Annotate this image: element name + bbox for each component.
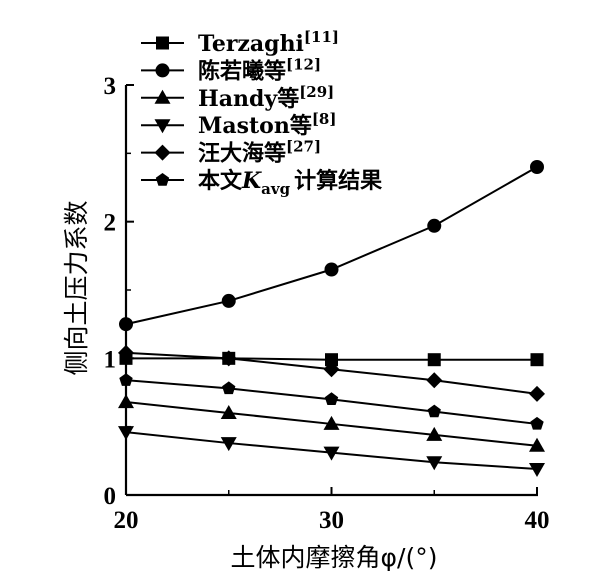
data-point	[426, 456, 443, 471]
legend-label: 汪大海等[27]	[198, 138, 321, 167]
series-3	[118, 394, 545, 452]
data-point	[530, 160, 544, 174]
series-6	[119, 373, 544, 430]
data-point	[221, 293, 236, 308]
series-2	[119, 160, 544, 332]
data-point	[426, 372, 443, 389]
data-point	[220, 350, 237, 367]
data-point	[323, 361, 340, 378]
data-point	[530, 353, 544, 367]
legend-entry: 陈若曦等[12]	[141, 55, 321, 84]
legend: Terzaghi[11]陈若曦等[12]Handy等[29]Maston等[8]…	[141, 28, 382, 198]
legend-marker	[154, 144, 171, 161]
legend-label: Terzaghi[11]	[198, 28, 339, 57]
data-point	[324, 392, 339, 405]
series-5	[118, 344, 545, 402]
data-point	[220, 405, 237, 419]
legend-marker	[156, 36, 169, 50]
data-point	[118, 344, 134, 361]
series-4	[118, 426, 545, 478]
data-point	[325, 353, 338, 367]
legend-entry: 汪大海等[27]	[141, 138, 321, 167]
legend-label: 陈若曦等[12]	[198, 55, 321, 84]
legend-marker	[154, 89, 171, 104]
x-tick-label: 30	[319, 507, 344, 534]
y-tick-label: 2	[104, 210, 117, 237]
y-axis-label: 侧向土压力系数	[62, 200, 91, 375]
data-point	[119, 373, 133, 386]
data-point	[324, 262, 339, 277]
data-point	[427, 218, 442, 233]
legend-entry: Terzaghi[11]	[141, 28, 339, 57]
data-point	[426, 426, 443, 441]
legend-label: Handy等[29]	[198, 83, 334, 112]
legend-marker	[155, 63, 170, 78]
x-tick-label: 20	[114, 507, 139, 534]
legend-marker	[154, 119, 171, 134]
data-point	[427, 404, 441, 418]
data-point	[529, 437, 545, 452]
plot-area	[118, 160, 545, 478]
data-point	[529, 385, 545, 402]
data-point	[427, 353, 441, 367]
data-point	[529, 463, 545, 478]
data-point	[323, 446, 340, 461]
x-axis-label: 土体内摩擦角φ/(°)	[231, 543, 438, 572]
data-point	[118, 426, 134, 441]
legend-label: Maston等[8]	[198, 110, 336, 139]
y-tick-label: 1	[104, 346, 117, 373]
legend-label: 本文Kavg 计算结果	[198, 168, 382, 198]
legend-entry: Handy等[29]	[141, 83, 334, 112]
y-tick-label: 3	[104, 73, 117, 100]
legend-entry: 本文Kavg 计算结果	[141, 168, 382, 198]
data-point	[119, 317, 133, 332]
data-point	[220, 437, 237, 452]
x-tick-label: 40	[525, 507, 550, 534]
legend-entry: Maston等[8]	[141, 110, 336, 139]
y-tick-label: 0	[104, 483, 117, 510]
data-point	[222, 381, 236, 395]
data-point	[323, 415, 340, 430]
data-point	[530, 416, 544, 430]
data-point	[118, 394, 134, 409]
legend-marker	[155, 173, 170, 186]
